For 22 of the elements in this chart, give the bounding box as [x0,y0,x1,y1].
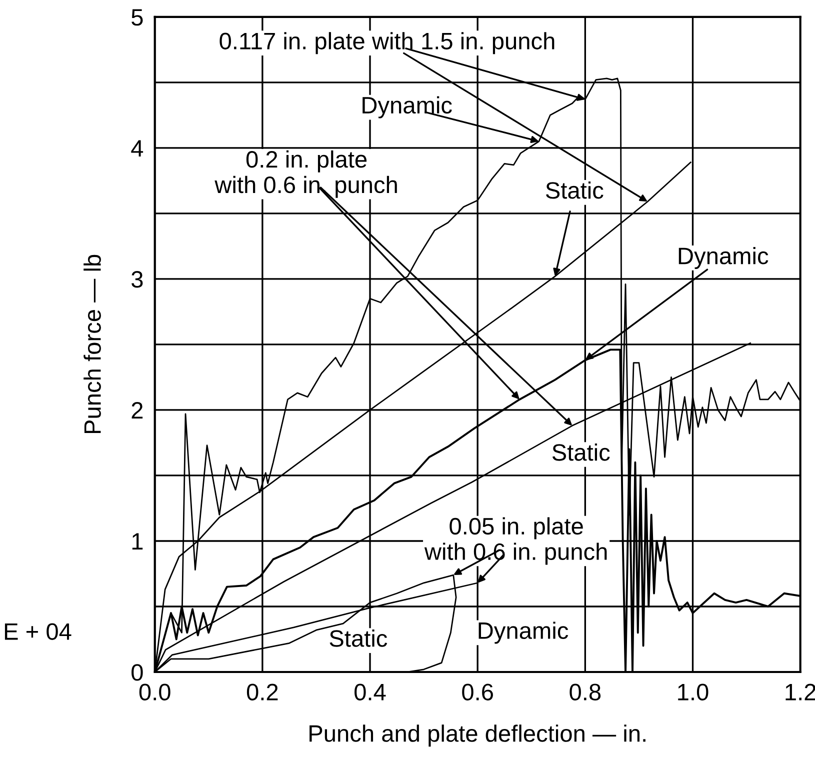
x-tick-label: 0.4 [354,684,386,700]
y-tick-label: 4 [131,140,144,156]
x-tick-label: 0.6 [462,684,493,700]
annotation: Static [546,181,604,199]
annotation: Dynamic [478,622,568,644]
y-tick-label: 1 [132,533,143,550]
annotation: Static [330,630,388,647]
x-tick-label: 1.0 [678,684,708,700]
x-axis-title: Punch and plate deflection — in. [310,724,646,747]
x-tick-label: 0.8 [570,684,601,700]
y-tick-label: 2 [132,402,143,419]
annotation: Dynamic [362,96,452,118]
y-tick-label: 3 [132,271,143,288]
x-tick-label: 0.2 [246,684,278,700]
text: E + 04 [4,623,72,640]
annotation: Static [552,444,610,461]
y-axis-title: Punch force — lb [84,254,101,434]
y-tick-label: 0 [132,664,143,681]
annotation: Dynamic [678,246,768,269]
y-tick-label: 5 [132,9,143,26]
x-tick-label: 0.0 [139,684,170,700]
annotation: 0.117 in. plate with 1.5 in. punch [220,32,554,54]
